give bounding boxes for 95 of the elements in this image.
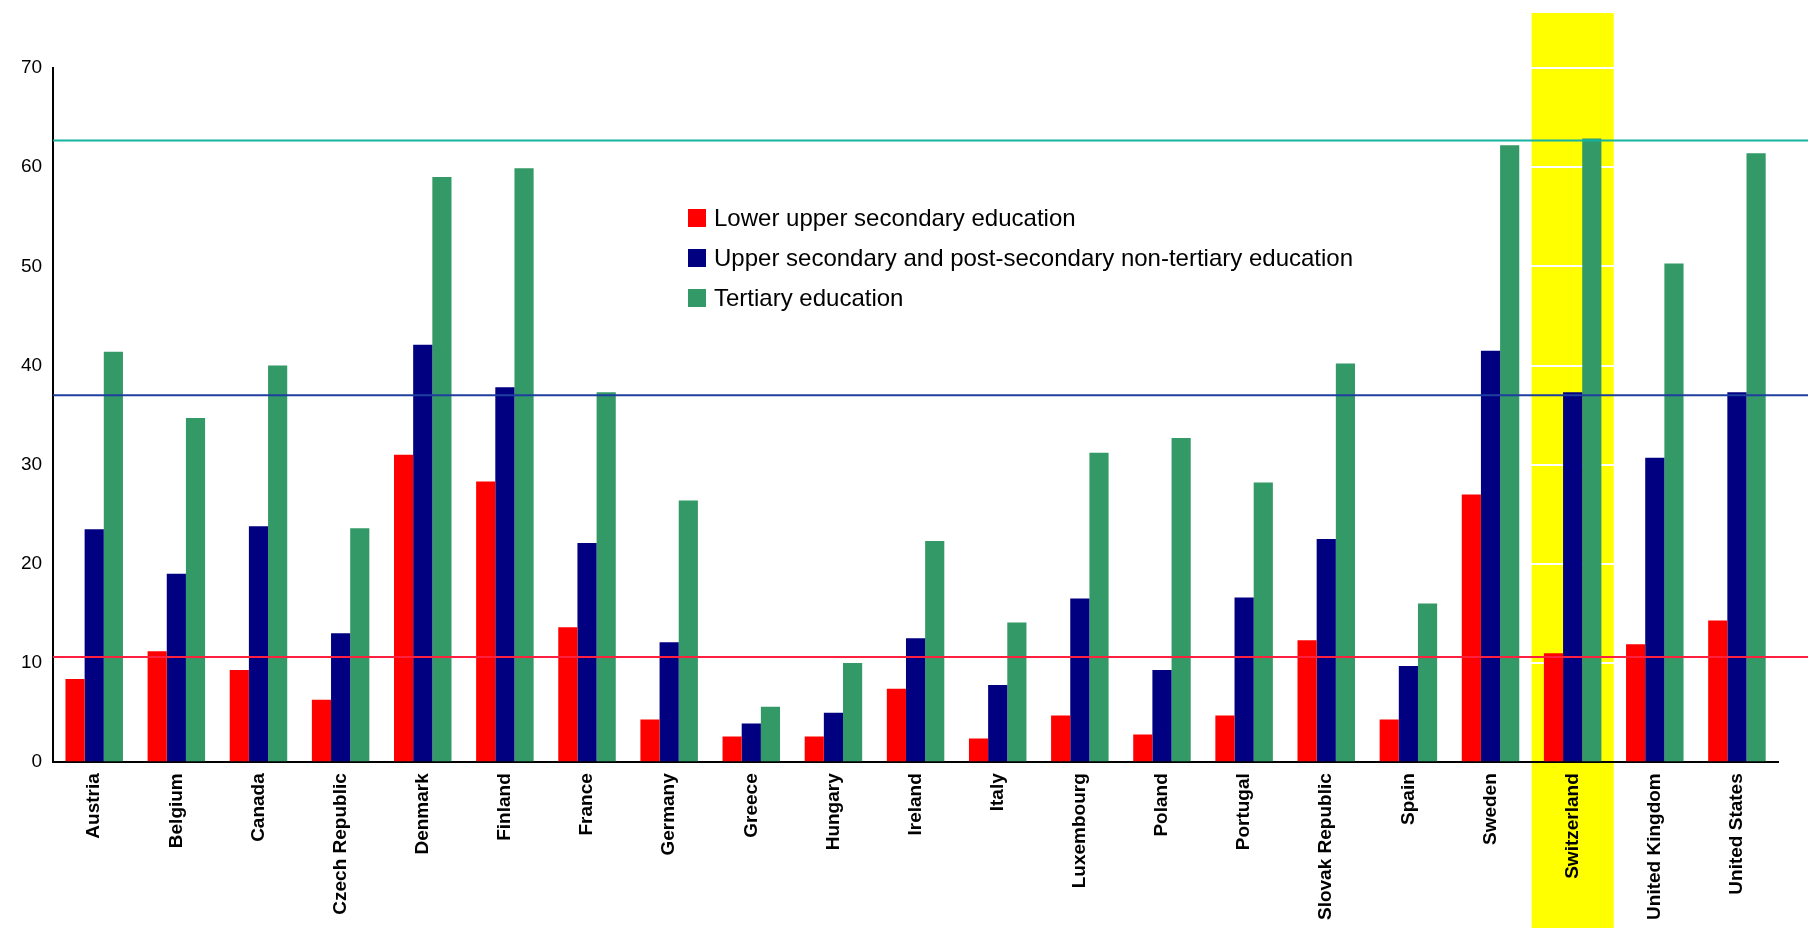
bar	[495, 387, 515, 762]
bar	[843, 663, 863, 762]
bar	[1379, 719, 1399, 762]
y-tick-label: 20	[20, 552, 43, 574]
x-tick-label: Slovak Republic	[1314, 772, 1336, 921]
bar	[1234, 597, 1254, 762]
bar	[1417, 603, 1438, 762]
bar	[1007, 622, 1027, 762]
bar	[1133, 734, 1153, 762]
x-tick-label: Italy	[985, 772, 1007, 812]
bar	[1500, 145, 1520, 762]
x-tick-label: Belgium	[164, 773, 186, 849]
bar	[229, 670, 249, 762]
bar	[1089, 452, 1109, 762]
x-tick-label: Spain	[1396, 773, 1418, 825]
x-tick-label: Luxembourg	[1068, 773, 1090, 889]
bar	[248, 526, 269, 762]
legend-label: Upper secondary and post-secondary non-tertiary education	[714, 243, 1354, 273]
bar	[925, 541, 945, 762]
y-tick-label: 50	[20, 254, 43, 276]
bar	[350, 528, 370, 762]
bar	[1152, 670, 1172, 762]
bar	[147, 651, 167, 762]
bar	[659, 642, 679, 762]
x-tick-label: United Kingdom	[1643, 773, 1665, 920]
bar	[311, 699, 332, 762]
x-tick-label: Canada	[246, 772, 268, 842]
bar	[741, 723, 761, 762]
bar	[558, 627, 578, 762]
bar	[804, 736, 824, 762]
x-tick-label: Czech Republic	[328, 772, 350, 915]
x-tick-label: France	[575, 773, 597, 836]
bar	[1480, 350, 1501, 762]
x-tick-label: Poland	[1150, 773, 1172, 837]
bar	[1727, 392, 1747, 762]
bar	[1664, 263, 1684, 762]
bar	[886, 688, 906, 762]
x-tick-label: United States	[1725, 773, 1747, 895]
legend-label: Tertiary education	[714, 283, 904, 313]
x-tick-label: Denmark	[410, 772, 432, 855]
bar	[1461, 494, 1481, 762]
bar	[413, 344, 433, 762]
bar	[1253, 482, 1273, 762]
bar	[65, 678, 85, 762]
bar	[577, 543, 597, 762]
bar	[1215, 715, 1235, 762]
bar	[596, 392, 616, 762]
bar	[331, 633, 351, 762]
bar	[1746, 153, 1766, 762]
x-tick-label: Finland	[493, 773, 515, 841]
bar	[1398, 666, 1418, 762]
x-tick-label: Switzerland	[1560, 773, 1582, 879]
bar	[1708, 620, 1728, 762]
bar	[514, 168, 534, 762]
bar	[988, 684, 1008, 762]
bar	[1543, 653, 1564, 762]
x-tick-label: Germany	[657, 772, 679, 856]
bar	[1335, 363, 1355, 762]
x-tick-label: Austria	[82, 772, 104, 839]
x-tick-label: Greece	[739, 773, 761, 838]
bar	[905, 638, 926, 762]
y-tick-label: 60	[20, 155, 43, 177]
bar	[185, 418, 206, 762]
y-tick-label: 70	[20, 56, 43, 78]
bar	[103, 351, 123, 762]
bar	[166, 573, 186, 762]
x-tick-label: Sweden	[1478, 773, 1500, 846]
bar	[1070, 598, 1090, 762]
bar	[1316, 539, 1336, 762]
bar	[1563, 392, 1583, 762]
bar	[476, 481, 496, 762]
bar	[722, 736, 742, 762]
bar	[823, 712, 844, 762]
y-tick-label: 10	[20, 651, 43, 673]
y-tick-label: 0	[31, 750, 43, 772]
bar	[84, 529, 104, 762]
bar	[760, 706, 781, 762]
bar	[968, 738, 989, 762]
bar	[1645, 457, 1665, 762]
bar	[1626, 644, 1646, 762]
bar	[1051, 715, 1071, 762]
bar	[432, 177, 452, 762]
bar	[268, 365, 288, 762]
legend-label: Lower upper secondary education	[714, 203, 1076, 233]
bar	[1171, 437, 1191, 762]
bar	[1297, 640, 1317, 762]
bar	[1582, 138, 1602, 762]
x-tick-label: Hungary	[821, 772, 843, 851]
bar	[394, 454, 414, 762]
y-tick-label: 40	[20, 353, 43, 375]
y-tick-label: 30	[20, 452, 43, 474]
x-tick-label: Ireland	[903, 773, 925, 836]
bar	[640, 719, 660, 762]
x-tick-label: Portugal	[1232, 773, 1254, 851]
bar	[678, 500, 698, 762]
